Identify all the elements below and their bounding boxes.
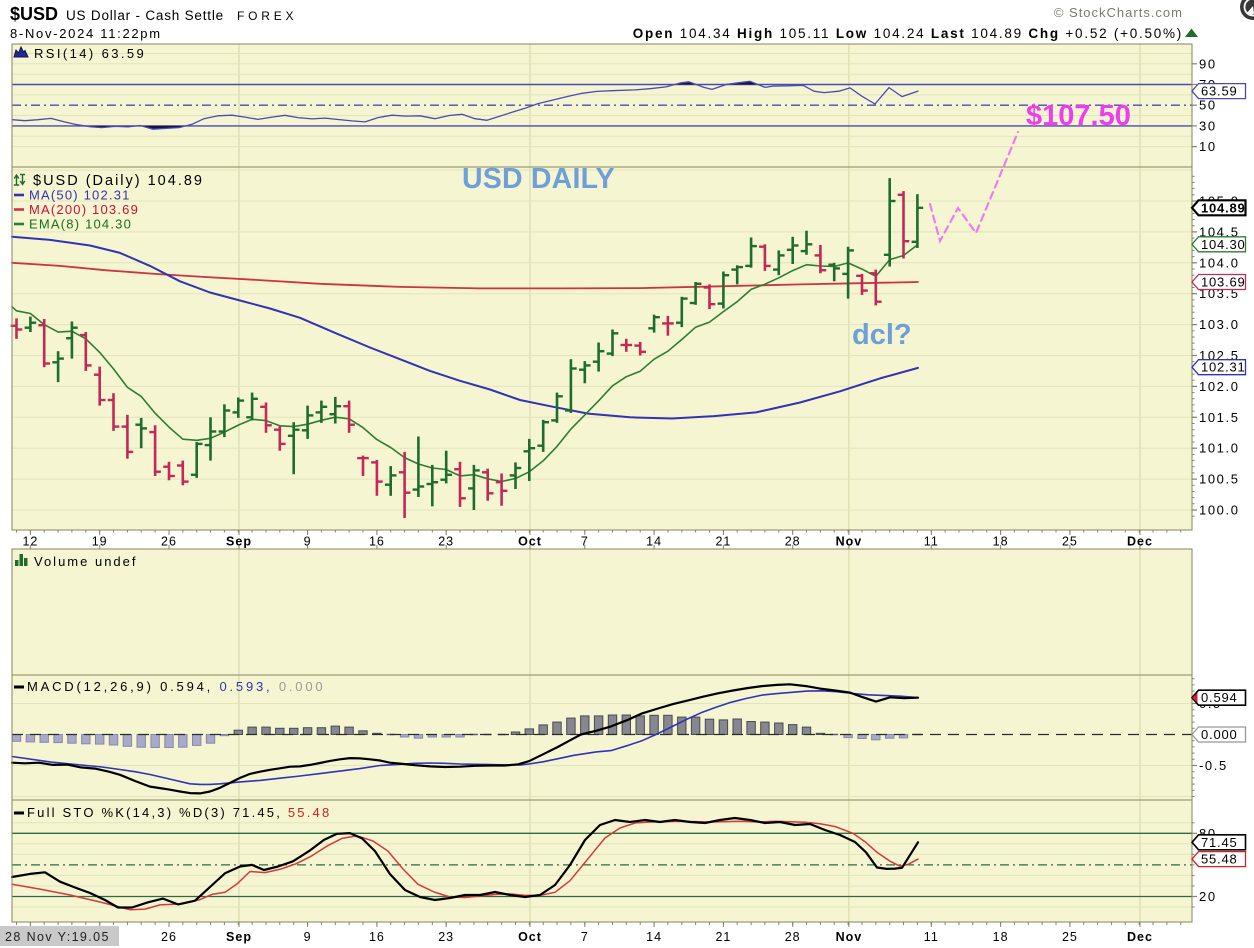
svg-text:7: 7 [581,930,589,944]
svg-text:104.30: 104.30 [1201,237,1246,252]
svg-text:19: 19 [92,535,108,549]
svg-text:50: 50 [1199,98,1217,113]
svg-text:28 Nov Y:19.05: 28 Nov Y:19.05 [5,930,110,944]
svg-text:0.594: 0.594 [1201,690,1238,705]
svg-text:14: 14 [646,930,662,944]
svg-text:21: 21 [715,930,731,944]
svg-text:28: 28 [785,930,801,944]
svg-text:10: 10 [1199,139,1217,154]
svg-text:104.0: 104.0 [1199,255,1240,270]
svg-text:Nov: Nov [836,535,863,549]
svg-text:20: 20 [1199,889,1217,904]
svg-text:71.45: 71.45 [1201,835,1238,850]
svg-text:63.59: 63.59 [1201,84,1238,99]
svg-text:$USD (Daily) 104.89: $USD (Daily) 104.89 [33,173,204,189]
svg-text:102.0: 102.0 [1199,379,1240,394]
svg-text:Nov: Nov [836,930,863,944]
svg-text:28: 28 [785,535,801,549]
svg-text:90: 90 [1199,56,1217,71]
svg-text:-0.5: -0.5 [1199,758,1228,773]
svg-text:Dec: Dec [1127,930,1153,944]
svg-text:Oct: Oct [518,535,542,549]
svg-text:25: 25 [1062,535,1078,549]
svg-text:FOREX: FOREX [237,9,297,23]
svg-text:102.31: 102.31 [1201,360,1246,375]
svg-text:Oct: Oct [518,930,542,944]
svg-text:18: 18 [993,535,1009,549]
svg-text:23: 23 [438,930,454,944]
svg-text:25: 25 [1062,930,1078,944]
svg-text:9: 9 [304,930,312,944]
svg-text:55.48: 55.48 [1201,852,1238,867]
svg-text:103.69: 103.69 [1201,275,1246,290]
svg-text:USD DAILY: USD DAILY [462,163,615,195]
svg-text:11: 11 [924,930,939,944]
svg-text:Volume undef: Volume undef [34,554,138,569]
svg-text:100.5: 100.5 [1199,472,1240,487]
svg-text:EMA(8) 104.30: EMA(8) 104.30 [29,217,132,232]
svg-text:8-Nov-2024 11:22pm: 8-Nov-2024 11:22pm [10,26,162,41]
svg-text:26: 26 [161,535,177,549]
svg-text:RSI(14) 63.59: RSI(14) 63.59 [34,46,146,61]
svg-text:16: 16 [369,535,385,549]
svg-text:21: 21 [715,535,731,549]
svg-text:MACD(12,26,9) 0.594, 0.593, 0.: MACD(12,26,9) 0.594, 0.593, 0.000 [27,679,325,694]
svg-text:Sep: Sep [226,930,252,944]
svg-text:US Dollar - Cash Settle: US Dollar - Cash Settle [66,8,224,23]
svg-text:101.0: 101.0 [1199,441,1240,456]
svg-text:12: 12 [22,535,38,549]
svg-text:$USD: $USD [10,4,58,24]
svg-text:104.89: 104.89 [1201,200,1246,215]
svg-text:Dec: Dec [1127,535,1153,549]
svg-text:16: 16 [369,930,385,944]
svg-text:MA(50) 102.31: MA(50) 102.31 [29,188,131,203]
svg-text:MA(200) 103.69: MA(200) 103.69 [29,202,139,217]
svg-text:18: 18 [993,930,1009,944]
svg-text:Sep: Sep [226,535,252,549]
svg-text:7: 7 [581,535,589,549]
svg-text:© StockCharts.com: © StockCharts.com [1054,5,1183,20]
svg-text:30: 30 [1199,118,1217,133]
svg-text:104.5: 104.5 [1199,224,1240,239]
svg-text:$107.50: $107.50 [1026,100,1131,132]
svg-text:9: 9 [304,535,312,549]
svg-text:26: 26 [161,930,177,944]
svg-text:Open 104.34 High 105.11 Low 10: Open 104.34 High 105.11 Low 104.24 Last … [633,26,1183,41]
svg-text:dcl?: dcl? [852,319,912,351]
svg-text:0.000: 0.000 [1201,727,1238,742]
svg-text:23: 23 [438,535,454,549]
svg-text:100.0: 100.0 [1199,503,1240,518]
svg-text:14: 14 [646,535,662,549]
svg-text:103.0: 103.0 [1199,317,1240,332]
svg-text:101.5: 101.5 [1199,410,1240,425]
svg-text:11: 11 [924,535,939,549]
svg-text:Full STO %K(14,3) %D(3) 71.45,: Full STO %K(14,3) %D(3) 71.45, 55.48 [27,805,331,820]
